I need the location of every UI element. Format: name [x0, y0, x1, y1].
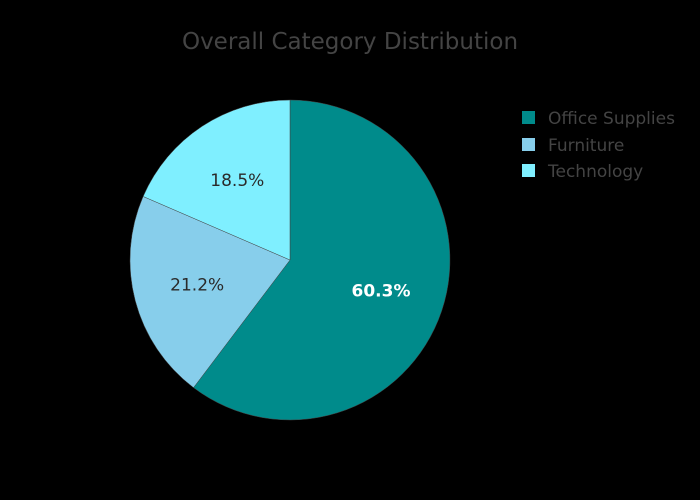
legend-item-office-supplies[interactable]: Office Supplies	[522, 109, 675, 129]
pie-slice-technology[interactable]	[142, 99, 291, 261]
legend-swatch	[522, 164, 535, 177]
pie-slice-labels: 60.3% 21.2% 18.5%	[170, 171, 410, 302]
legend-swatch	[522, 111, 535, 124]
legend-swatch	[522, 138, 535, 151]
legend-label: Technology	[547, 162, 643, 182]
legend: Office Supplies Furniture Technology	[522, 109, 675, 182]
legend-label: Office Supplies	[548, 109, 675, 129]
pie-label-furniture: 21.2%	[170, 275, 224, 295]
legend-item-furniture[interactable]: Furniture	[522, 136, 624, 156]
pie-slices	[129, 99, 451, 421]
chart-title: Overall Category Distribution	[182, 29, 518, 55]
pie-slice-furniture[interactable]	[129, 196, 291, 388]
legend-label: Furniture	[548, 136, 624, 156]
pie-slice-office-supplies[interactable]	[193, 99, 451, 421]
pie-label-technology: 18.5%	[210, 171, 264, 191]
pie-label-office-supplies: 60.3%	[352, 282, 411, 302]
legend-item-technology[interactable]: Technology	[522, 162, 643, 182]
